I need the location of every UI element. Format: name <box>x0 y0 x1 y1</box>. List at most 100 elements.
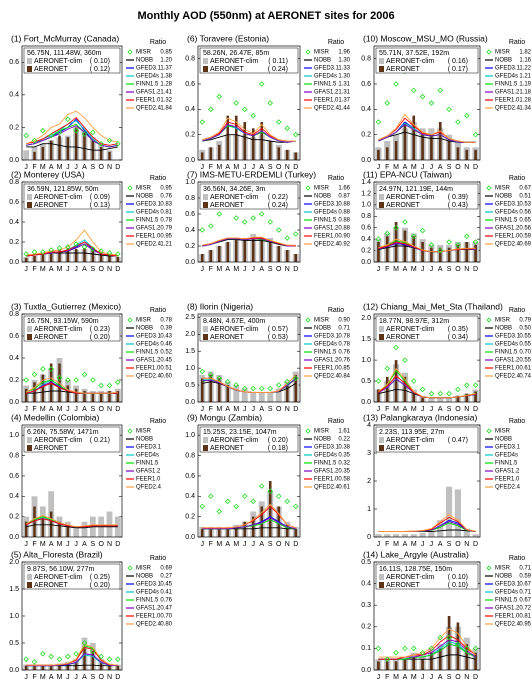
x-tick-label: J <box>252 541 256 548</box>
x-tick-label: M <box>40 406 46 413</box>
marker <box>410 378 417 384</box>
legend-box <box>375 183 479 210</box>
marker <box>437 87 444 94</box>
line <box>378 634 476 660</box>
ratio-value: 0.85 <box>338 366 350 372</box>
bar <box>200 254 204 262</box>
legend-label: AERONET-clim <box>386 574 434 581</box>
ratio-value: 0.53 <box>519 202 531 208</box>
bar <box>445 486 453 537</box>
legend-box <box>23 563 121 590</box>
legend-label: GFED3.1 <box>495 334 521 340</box>
bar <box>260 122 264 160</box>
ratio-value: 0.69 <box>160 566 172 572</box>
panel-title: (13) Palangkaraya (Indonesia) <box>363 412 478 422</box>
marker <box>446 239 452 245</box>
marker <box>106 382 113 389</box>
ratio-value: 0.35 <box>338 469 350 475</box>
y-tick-label: 0.4 <box>361 236 371 243</box>
marker <box>31 249 38 255</box>
legend-label: FINN1.5 <box>314 218 337 224</box>
y-tick-label: 0.0 <box>9 399 19 406</box>
bar <box>251 516 255 537</box>
legend-swatch <box>379 445 384 451</box>
x-tick-label: N <box>464 541 469 548</box>
panel-title: (3) Tuxtla_Gutierrez (Mexico) <box>11 301 121 311</box>
bar <box>24 258 28 262</box>
marker <box>216 93 223 100</box>
marker <box>384 365 391 372</box>
bar <box>209 528 213 537</box>
panel-title: (2) Monterey (USA) <box>11 169 85 179</box>
bar <box>285 385 289 402</box>
marker <box>216 211 223 217</box>
x-tick-label: D <box>293 266 298 273</box>
ratio-value: 0.95 <box>160 234 172 240</box>
legend-label: GFED3.1 <box>314 202 340 208</box>
legend-label: QFED2.4 <box>314 242 340 248</box>
bar <box>421 659 424 670</box>
x-tick-label: F <box>385 266 389 273</box>
marker <box>250 385 257 392</box>
bar <box>392 534 400 537</box>
y-tick-label: 3 <box>367 450 371 457</box>
x-tick-label: J <box>66 541 70 548</box>
ratio-value: 1.30 <box>338 74 350 80</box>
x-tick-label: O <box>455 541 461 548</box>
legend-label: NOBB <box>314 194 331 200</box>
y-tick-label: 0.8 <box>9 452 19 459</box>
legend-label: AERONET-clim <box>34 58 82 65</box>
bar <box>226 528 230 537</box>
legend-value: ( 0.10) <box>448 582 468 589</box>
x-tick-label: S <box>447 266 452 273</box>
legend-label: GFED3.1 <box>136 334 162 340</box>
y-tick-label: 0.5 <box>361 559 371 566</box>
line <box>378 123 476 143</box>
legend-label: QFED2.4 <box>136 374 162 380</box>
x-tick-label: N <box>285 164 290 171</box>
x-tick-label: N <box>285 266 290 273</box>
marker <box>199 119 206 125</box>
bar <box>91 247 95 262</box>
marker <box>402 219 408 225</box>
x-tick-label: O <box>98 406 104 413</box>
panel-title: (14) Lake_Argyle (Australia) <box>363 549 469 559</box>
marker <box>455 641 461 647</box>
line <box>378 514 476 532</box>
marker <box>216 508 223 515</box>
legend-label: QFED2.4 <box>136 485 162 491</box>
y-tick-label: 0.0 <box>9 534 19 541</box>
bar <box>474 149 477 160</box>
x-tick-label: J <box>430 674 434 681</box>
bar <box>377 389 380 402</box>
y-tick-label: 0.2 <box>9 377 19 384</box>
ratio-value: 0.22 <box>338 437 350 443</box>
marker <box>115 251 121 257</box>
x-tick-label: J <box>24 266 28 273</box>
bar <box>58 363 61 402</box>
y-tick-label: 0.0 <box>9 667 19 674</box>
panel-title: (4) Medellin (Colombia) <box>11 412 100 422</box>
legend-label: GFED3.1 <box>495 202 521 208</box>
ratio-value: 0.78 <box>160 318 172 324</box>
x-tick-label: F <box>385 406 389 413</box>
ratio-value: 0.90 <box>338 234 350 240</box>
x-tick-label: M <box>57 406 63 413</box>
marker <box>40 249 46 255</box>
ratio-value: 0.67 <box>519 598 531 604</box>
legend-box <box>199 183 299 210</box>
y-tick-label: 0.4 <box>185 493 195 500</box>
legend-marker <box>127 317 133 323</box>
y-tick-label: 1.2 <box>361 190 371 197</box>
legend-label: FEER1.0 <box>314 477 339 483</box>
x-tick-label: S <box>90 266 95 273</box>
legend-label: AERONET-clim <box>386 58 434 65</box>
x-tick-label: M <box>393 541 399 548</box>
legend-label: GFED3.1 <box>136 202 162 208</box>
ratio-title: Ratio <box>328 175 344 182</box>
legend-label: FINN1.5 <box>136 218 159 224</box>
ratio-value: 0.41 <box>160 590 172 596</box>
legend-label: AERONET <box>386 445 421 452</box>
marker <box>275 119 282 125</box>
panel: (8) Ilorin (Nigeria)0.00.51.01.52.02.5J F… <box>185 301 350 413</box>
